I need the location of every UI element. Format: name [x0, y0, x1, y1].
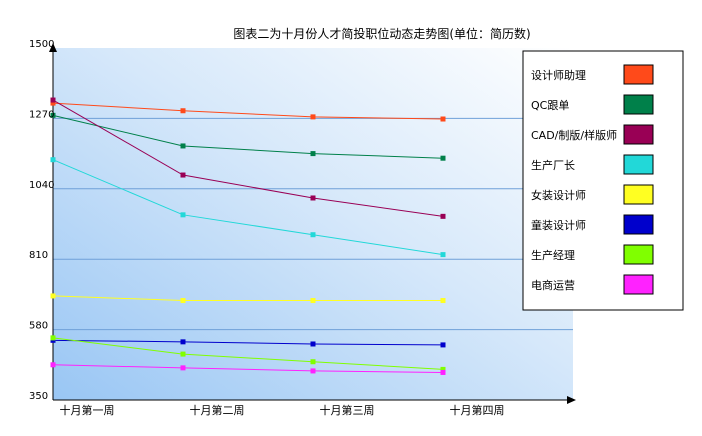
- data-point: [310, 151, 316, 157]
- legend-label: 童装设计师: [531, 218, 586, 232]
- legend-item: 生产厂长: [531, 154, 654, 175]
- data-point: [440, 213, 446, 219]
- data-point: [310, 114, 316, 120]
- x-tick-label: 十月第三周: [320, 403, 375, 417]
- data-point: [310, 368, 316, 374]
- data-point: [180, 339, 186, 345]
- legend-label: 设计师助理: [531, 68, 586, 82]
- data-point: [440, 252, 446, 258]
- legend-item: CAD/制版/样版师: [531, 124, 654, 145]
- data-point: [50, 293, 56, 299]
- y-tick-label: 1040: [29, 180, 54, 191]
- x-axis-arrow: [567, 396, 576, 404]
- legend-label: 生产经理: [531, 248, 575, 262]
- series: [50, 100, 446, 122]
- data-point: [440, 116, 446, 122]
- data-point: [440, 366, 446, 372]
- data-point: [50, 97, 56, 103]
- axis-labels: 350 580 810 1040 1270 1500 十月第一周 十月第二周 十月第三周 十月第四…: [29, 39, 505, 417]
- data-point: [180, 143, 186, 149]
- chart-title: 图表二为十月份人才简投职位动态走势图(单位：简历数): [233, 26, 530, 41]
- legend-swatch: [623, 274, 654, 295]
- x-tick-label: 十月第四周: [450, 403, 505, 417]
- data-point: [440, 369, 446, 375]
- legend-label: 生产厂长: [531, 158, 575, 172]
- legend-box: [522, 50, 684, 311]
- legend-swatch: [623, 94, 654, 115]
- series: [50, 157, 446, 258]
- legend-label: 女装设计师: [531, 188, 586, 202]
- y-tick-label: 350: [29, 391, 48, 402]
- data-point: [180, 172, 186, 178]
- legend-swatch: [623, 184, 654, 205]
- x-tick-label: 十月第一周: [60, 403, 115, 417]
- series-line: [52, 295, 443, 302]
- y-axis-arrow: [49, 43, 57, 52]
- series-line: [52, 337, 444, 370]
- legend-swatch: [623, 244, 654, 265]
- data-point: [180, 108, 186, 114]
- legend-item: 女装设计师: [531, 184, 654, 205]
- series-line: [52, 364, 444, 373]
- y-tick-label: 1500: [29, 39, 54, 50]
- legend-swatch: [623, 214, 654, 235]
- legend-swatch: [623, 64, 654, 85]
- data-point: [50, 157, 56, 163]
- series-line: [52, 339, 444, 346]
- data-point: [310, 298, 316, 304]
- y-tick-label: 810: [29, 250, 48, 261]
- data-point: [50, 112, 56, 118]
- series: [50, 362, 446, 375]
- data-point: [180, 351, 186, 357]
- legend: 设计师助理 QC跟单 CAD/制版/样版师生产厂长女装设计师童装设计师生产经理电商运…: [522, 50, 684, 311]
- legend-item: 设计师助理: [531, 64, 654, 85]
- series: [50, 335, 446, 372]
- series: [50, 293, 446, 304]
- series-line: [52, 99, 444, 217]
- data-point: [440, 155, 446, 161]
- data-point: [50, 100, 56, 106]
- legend-label: 电商运营: [531, 278, 575, 292]
- data-point: [180, 212, 186, 218]
- legend-item: QC跟单: [531, 94, 654, 115]
- data-point: [310, 359, 316, 365]
- series: [50, 112, 446, 161]
- series-group: [50, 97, 446, 375]
- legend-item: 生产经理: [531, 244, 654, 265]
- data-point: [310, 341, 316, 347]
- series: [50, 97, 446, 219]
- data-point: [310, 195, 316, 201]
- legend-label: CAD/制版/样版师: [531, 128, 617, 142]
- data-point: [180, 365, 186, 371]
- data-point: [180, 298, 186, 304]
- data-point: [440, 342, 446, 348]
- series-line: [52, 102, 444, 120]
- legend-item: 童装设计师: [531, 214, 654, 235]
- x-tick-label: 十月第二周: [190, 403, 245, 417]
- legend-swatch: [623, 154, 654, 175]
- y-tick-label: 580: [29, 321, 48, 332]
- data-point: [50, 362, 56, 368]
- data-point: [440, 298, 446, 304]
- series-line: [52, 114, 444, 159]
- y-tick-label: 1270: [29, 109, 54, 120]
- series-line: [52, 159, 444, 256]
- legend-item: 电商运营: [531, 274, 654, 295]
- legend-swatch: [623, 124, 654, 145]
- data-point: [310, 232, 316, 238]
- legend-label: QC跟单: [531, 99, 569, 112]
- data-point: [50, 335, 56, 341]
